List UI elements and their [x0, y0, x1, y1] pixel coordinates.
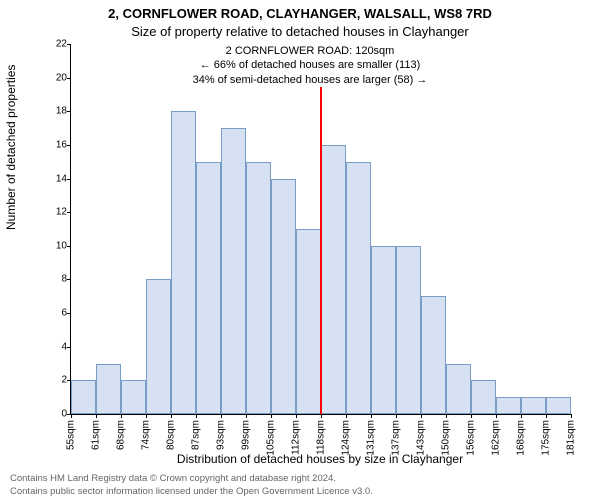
annotation-line-2: ← 66% of detached houses are smaller (11…: [170, 58, 450, 72]
histogram-bar: [96, 364, 121, 414]
annotation-line-1: 2 CORNFLOWER ROAD: 120sqm: [170, 44, 450, 58]
histogram-bar: [321, 145, 346, 414]
x-tick-mark: [446, 414, 447, 418]
reference-line: [320, 44, 322, 414]
footer-line-1: Contains HM Land Registry data © Crown c…: [10, 473, 373, 485]
x-tick-mark: [196, 414, 197, 418]
histogram-bar: [371, 246, 396, 414]
x-tick-mark: [471, 414, 472, 418]
annotation-box: 2 CORNFLOWER ROAD: 120sqm ← 66% of detac…: [170, 44, 450, 87]
y-tick-mark: [67, 179, 71, 180]
x-tick-label: 181sqm: [566, 420, 577, 456]
x-tick-mark: [571, 414, 572, 418]
x-tick-label: 74sqm: [141, 420, 152, 450]
x-tick-label: 156sqm: [466, 420, 477, 456]
x-tick-mark: [246, 414, 247, 418]
x-tick-label: 68sqm: [116, 420, 127, 450]
chart-title-address: 2, CORNFLOWER ROAD, CLAYHANGER, WALSALL,…: [0, 6, 600, 21]
x-tick-mark: [221, 414, 222, 418]
x-tick-label: 143sqm: [416, 420, 427, 456]
x-tick-mark: [546, 414, 547, 418]
x-tick-mark: [321, 414, 322, 418]
x-tick-mark: [421, 414, 422, 418]
x-tick-label: 124sqm: [341, 420, 352, 456]
y-tick-mark: [67, 279, 71, 280]
histogram-bar: [346, 162, 371, 414]
histogram-bar: [396, 246, 421, 414]
x-tick-label: 118sqm: [316, 420, 327, 455]
x-tick-label: 137sqm: [391, 420, 402, 456]
x-tick-label: 80sqm: [166, 420, 177, 450]
x-tick-mark: [146, 414, 147, 418]
y-tick-mark: [67, 44, 71, 45]
x-tick-mark: [396, 414, 397, 418]
footer-attribution: Contains HM Land Registry data © Crown c…: [10, 473, 373, 498]
y-tick-mark: [67, 145, 71, 146]
x-tick-mark: [496, 414, 497, 418]
histogram-bar: [171, 111, 196, 414]
footer-line-2: Contains public sector information licen…: [10, 486, 373, 498]
histogram-bar: [246, 162, 271, 414]
x-tick-label: 99sqm: [241, 420, 252, 450]
x-tick-label: 162sqm: [491, 420, 502, 456]
x-axis-label: Distribution of detached houses by size …: [70, 452, 570, 466]
histogram-bar: [496, 397, 521, 414]
x-tick-label: 61sqm: [91, 420, 102, 450]
chart-container: 2, CORNFLOWER ROAD, CLAYHANGER, WALSALL,…: [0, 0, 600, 500]
x-tick-mark: [96, 414, 97, 418]
chart-subtitle: Size of property relative to detached ho…: [0, 24, 600, 39]
annotation-line-3: 34% of semi-detached houses are larger (…: [170, 73, 450, 87]
histogram-bar: [521, 397, 546, 414]
histogram-bar: [221, 128, 246, 414]
histogram-bar: [271, 179, 296, 414]
y-tick-mark: [67, 347, 71, 348]
y-tick-mark: [67, 313, 71, 314]
histogram-bar: [546, 397, 571, 414]
x-tick-label: 168sqm: [516, 420, 527, 456]
x-tick-label: 112sqm: [291, 420, 302, 455]
x-tick-label: 131sqm: [366, 420, 377, 456]
x-tick-mark: [296, 414, 297, 418]
histogram-bar: [146, 279, 171, 414]
x-tick-label: 150sqm: [441, 420, 452, 456]
x-tick-mark: [271, 414, 272, 418]
histogram-bar: [296, 229, 321, 414]
y-tick-mark: [67, 246, 71, 247]
x-tick-label: 175sqm: [541, 420, 552, 456]
x-tick-mark: [171, 414, 172, 418]
y-tick-mark: [67, 111, 71, 112]
x-tick-label: 105sqm: [266, 420, 277, 456]
plot-area: 024681012141618202255sqm61sqm68sqm74sqm8…: [70, 44, 571, 415]
x-tick-mark: [346, 414, 347, 418]
x-tick-mark: [71, 414, 72, 418]
x-tick-label: 87sqm: [191, 420, 202, 450]
y-tick-mark: [67, 78, 71, 79]
histogram-bar: [121, 380, 146, 414]
histogram-bar: [471, 380, 496, 414]
x-tick-label: 93sqm: [216, 420, 227, 450]
histogram-bar: [196, 162, 221, 414]
x-tick-mark: [121, 414, 122, 418]
x-tick-mark: [521, 414, 522, 418]
histogram-bar: [446, 364, 471, 414]
x-tick-label: 55sqm: [66, 420, 77, 450]
histogram-bar: [71, 380, 96, 414]
x-tick-mark: [371, 414, 372, 418]
y-axis-label: Number of detached properties: [4, 65, 18, 230]
y-tick-mark: [67, 212, 71, 213]
histogram-bar: [421, 296, 446, 414]
